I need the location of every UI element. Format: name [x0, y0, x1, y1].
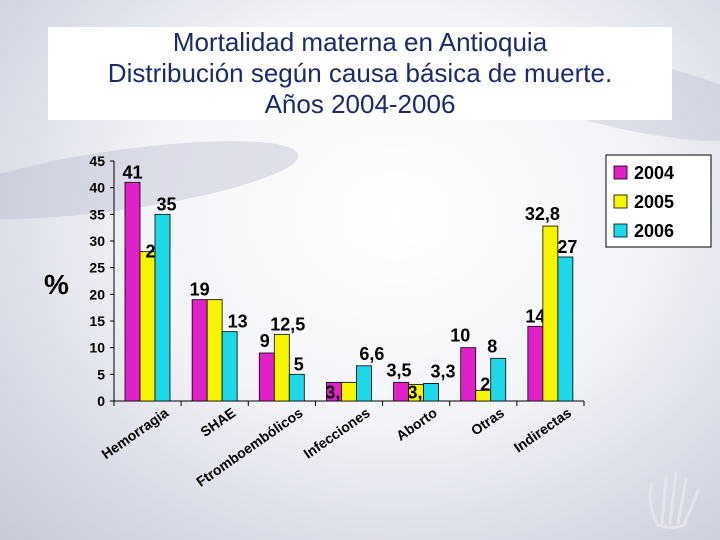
bar-2006-5 — [490, 357, 507, 402]
data-label: 9 — [260, 331, 270, 351]
data-label: 2 — [480, 374, 490, 394]
category-label: Infecciones — [300, 404, 372, 461]
legend-label: 2005 — [634, 192, 674, 212]
legend-swatch-2005 — [613, 194, 628, 209]
category-label: SHAE — [197, 404, 238, 439]
category-label: Hemorragia — [98, 404, 171, 462]
y-tick-label: 5 — [97, 366, 105, 382]
bar-2006-3 — [356, 365, 372, 402]
bar-2006-2 — [288, 373, 305, 402]
bar-2004-6 — [527, 325, 544, 402]
bar-2006-1 — [221, 331, 238, 402]
bar-2004-4 — [393, 381, 409, 402]
legend-swatch-2006 — [613, 223, 628, 238]
y-tick-label: 40 — [89, 180, 105, 196]
legend-label: 2004 — [634, 163, 674, 183]
y-tick-label: 10 — [89, 340, 105, 356]
data-label: 6,6 — [359, 344, 384, 364]
bar-2004-2 — [258, 352, 275, 402]
data-label: 14 — [525, 306, 545, 326]
data-label: 19 — [190, 280, 210, 300]
bar-2006-6 — [557, 256, 574, 402]
bar-2004-0 — [124, 181, 141, 402]
data-label: 12,5 — [270, 314, 305, 334]
data-label: 41 — [122, 162, 142, 182]
data-label: 27 — [557, 237, 577, 257]
legend-label: 2006 — [634, 221, 674, 241]
bar-2004-5 — [460, 347, 477, 402]
data-label: 8 — [487, 336, 497, 356]
bar-2005-1 — [206, 299, 223, 402]
data-label: 3,3 — [431, 361, 456, 381]
data-label: 35 — [156, 194, 176, 214]
bar-2005-0 — [139, 251, 156, 402]
data-label: 5 — [294, 354, 304, 374]
title-line-3: Años 2004-2006 — [264, 89, 456, 119]
y-tick-label: 15 — [89, 313, 105, 329]
data-label: 32,8 — [525, 204, 560, 224]
bar-2005-3 — [341, 381, 357, 402]
hand-logo-icon — [648, 471, 700, 530]
y-tick-label: 25 — [89, 260, 105, 276]
bar-2005-2 — [273, 333, 290, 402]
slide-title: Mortalidad materna en Antioquia Distribu… — [48, 27, 672, 120]
category-label: Otras — [468, 404, 507, 438]
y-tick-label: 45 — [89, 153, 105, 169]
data-label: 13 — [228, 312, 248, 332]
title-line-1: Mortalidad materna en Antioquia — [172, 27, 548, 57]
y-tick-label: 20 — [89, 286, 105, 302]
data-label: 3,5 — [387, 360, 412, 380]
y-tick-label: 30 — [89, 233, 105, 249]
bar-2006-0 — [154, 213, 171, 402]
bar-2006-4 — [423, 382, 439, 402]
data-label: 10 — [450, 326, 470, 346]
category-label: Indirectas — [511, 404, 575, 455]
bar-2004-1 — [191, 299, 208, 402]
legend-swatch-2004 — [613, 165, 628, 180]
bar-2005-6 — [542, 225, 559, 402]
category-label: Aborto — [393, 404, 440, 443]
y-tick-label: 35 — [89, 206, 105, 222]
title-line-2: Distribución según causa básica de muert… — [107, 58, 613, 88]
y-axis-label: % — [44, 269, 69, 300]
y-tick-label: 0 — [97, 393, 105, 409]
